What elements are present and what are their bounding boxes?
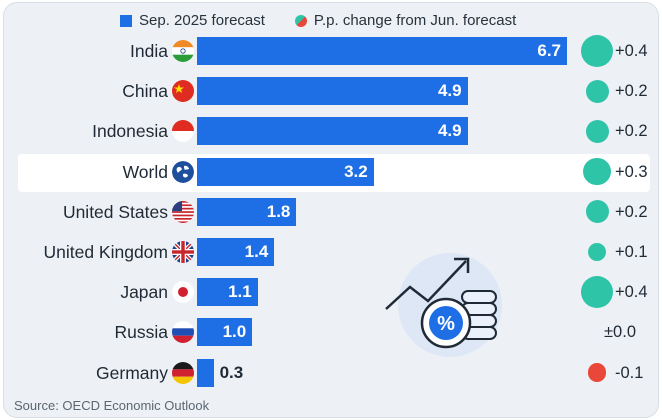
category-label: United Kingdom (43, 242, 168, 262)
value-label: 0.3 (219, 362, 244, 382)
change-label: -0.1 (615, 363, 644, 382)
bar-row: Russia 1.0 ±0.0 (4, 315, 658, 349)
percent-coins-growth-icon: % (385, 253, 502, 357)
bar-row: Indonesia 4.9 +0.2 (4, 114, 658, 148)
value-label: 6.7 (537, 41, 561, 60)
category-label: Japan (120, 282, 168, 303)
china-flag-icon (172, 80, 194, 103)
change-bubble-positive (581, 276, 613, 309)
bar-row: China 4.9 +0.2 (4, 74, 658, 108)
bar (197, 117, 468, 146)
change-label: +0.1 (615, 243, 648, 261)
change-bubble-positive (585, 119, 609, 143)
bar (197, 37, 567, 65)
value-label: 3.2 (344, 161, 368, 181)
change-label: +0.2 (615, 82, 648, 101)
bar-row: Japan 1.1 +0.4 (4, 275, 658, 309)
bar-row: Germany 0.3 -0.1 (4, 356, 658, 390)
change-label: +0.2 (615, 202, 648, 221)
change-label: +0.3 (615, 162, 648, 181)
bar (197, 318, 253, 347)
change-label: +0.4 (615, 42, 648, 60)
value-label: 4.9 (437, 81, 462, 101)
category-label: India (130, 41, 168, 61)
category-label: China (122, 81, 168, 102)
bar (197, 157, 374, 186)
bar-row: India 6.7 +0.4 (4, 34, 658, 68)
value-label: 1.1 (228, 282, 252, 302)
change-bubble-positive (587, 242, 607, 262)
change-bubble-positive (581, 35, 613, 67)
value-label: 1.0 (222, 322, 247, 342)
japan-flag-icon (172, 281, 194, 304)
change-bubble-positive (585, 79, 609, 103)
category-label: World (122, 161, 168, 182)
value-label: 4.9 (437, 121, 462, 141)
legend-change-swatch (294, 14, 307, 27)
bar (197, 278, 258, 307)
legend-bar-swatch (120, 14, 132, 27)
value-label: 1.4 (244, 242, 269, 261)
russia-flag-icon (172, 321, 194, 344)
bar (197, 77, 468, 106)
chart-card: Sep. 2025 forecast P.p. change from Jun.… (3, 2, 659, 418)
us-flag-icon (172, 200, 194, 223)
category-label: Indonesia (92, 121, 168, 142)
bar (197, 358, 214, 387)
bar-row: World 3.2 +0.3 (4, 155, 658, 189)
bar (197, 238, 275, 266)
bar-row: United Kingdom 1.4 +0.1 (4, 235, 658, 269)
legend: Sep. 2025 forecast P.p. change from Jun.… (120, 12, 516, 29)
legend-change-label: P.p. change from Jun. forecast (313, 12, 517, 29)
world-globe-icon (172, 160, 194, 183)
category-label: United States (62, 201, 168, 222)
india-flag-icon (172, 40, 194, 62)
uk-flag-icon (172, 241, 194, 263)
value-label: 1.8 (266, 201, 291, 221)
bar (197, 197, 297, 226)
category-label: Russia (114, 322, 169, 343)
category-label: Germany (96, 362, 168, 383)
change-label: +0.2 (615, 122, 648, 141)
svg-text:%: % (437, 313, 455, 335)
indonesia-flag-icon (172, 120, 194, 143)
change-bubble-positive (585, 200, 609, 224)
change-bubble-negative (587, 363, 607, 382)
legend-bar-label: Sep. 2025 forecast (139, 12, 265, 29)
change-bubble-positive (583, 157, 611, 186)
change-label: ±0.0 (604, 323, 636, 342)
change-label: +0.4 (615, 283, 648, 302)
source-note: Source: OECD Economic Outlook (14, 398, 210, 413)
germany-flag-icon (172, 361, 194, 384)
bar-row: United States 1.8 +0.2 (4, 195, 658, 229)
